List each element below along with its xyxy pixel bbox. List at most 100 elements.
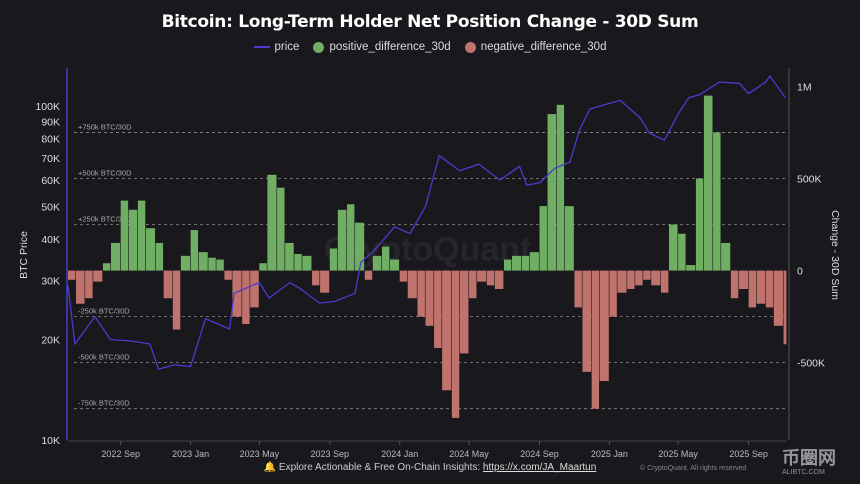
positive-bar — [190, 230, 199, 271]
circle-swatch-icon — [313, 41, 325, 53]
positive-bar — [547, 114, 557, 271]
negative-bar — [312, 270, 320, 286]
positive-bar — [668, 224, 678, 271]
positive-bar — [145, 228, 156, 271]
negative-bar — [617, 270, 627, 293]
left-tick-label: 10K — [41, 435, 60, 447]
footer-text: Explore Actionable & Free On-Chain Insig… — [278, 462, 481, 473]
positive-bar — [372, 255, 382, 271]
legend-item-positive[interactable]: positive_difference_30d — [313, 41, 451, 53]
left-axis-label: BTC Price — [18, 231, 30, 279]
left-tick-label: 50K — [41, 202, 60, 214]
positive-bar — [381, 246, 390, 271]
negative-bar — [224, 270, 232, 280]
positive-bar — [678, 233, 686, 271]
negative-bar — [417, 270, 425, 317]
left-tick-label: 20K — [41, 334, 60, 346]
positive-bar — [155, 242, 164, 271]
positive-bar — [128, 209, 138, 271]
positive-bar — [294, 254, 302, 271]
negative-bar — [660, 270, 669, 293]
negative-bar — [242, 270, 250, 324]
negative-bar — [451, 270, 460, 418]
chart-title: Bitcoin: Long-Term Holder Net Position C… — [161, 12, 699, 32]
positive-bar — [120, 200, 129, 271]
positive-bar — [564, 206, 574, 271]
negative-bar — [442, 270, 452, 391]
positive-bar — [302, 255, 312, 271]
negative-bar — [364, 270, 373, 280]
positive-bar — [556, 104, 565, 271]
bell-icon: 🔔 — [263, 462, 277, 473]
negative-bar — [93, 270, 103, 282]
negative-bar — [85, 270, 93, 299]
reference-line-label: +250k BTC/30D — [78, 215, 132, 224]
legend-label: negative_difference_30d — [480, 41, 607, 53]
copyright: © CryptoQuant. All rights reserved — [640, 465, 747, 472]
reference-line-label: +750k BTC/30D — [78, 122, 132, 131]
negative-bar — [494, 270, 504, 289]
negative-bar — [399, 270, 408, 282]
left-tick-label: 60K — [41, 175, 60, 187]
footer-link[interactable]: https://x.com/JA_Maartun — [482, 462, 597, 473]
positive-bar — [539, 206, 547, 271]
positive-bar — [137, 200, 146, 271]
legend-item-negative[interactable]: negative_difference_30d — [464, 41, 607, 53]
positive-bar — [198, 252, 208, 271]
positive-bar — [389, 259, 400, 271]
positive-bar — [259, 263, 267, 271]
positive-bar — [337, 209, 347, 271]
negative-bar — [425, 270, 434, 326]
negative-bar — [738, 270, 749, 289]
line-swatch-icon — [253, 46, 270, 48]
x-tick-label: 2023 May — [240, 449, 280, 459]
negative-bar — [250, 270, 259, 308]
negative-bar — [232, 270, 242, 317]
right-tick-label: 0 — [797, 266, 803, 278]
site-logo: 币圈网 ALIBTC.COM — [782, 448, 836, 477]
left-tick-label: 40K — [41, 234, 60, 246]
negative-bar — [643, 270, 651, 280]
legend-label: positive_difference_30d — [329, 41, 451, 53]
reference-line-label: +500k BTC/30D — [78, 168, 132, 177]
positive-bar — [529, 252, 539, 271]
positive-bar — [686, 265, 696, 271]
negative-bar — [730, 270, 739, 299]
negative-bar — [765, 270, 774, 308]
negative-bar — [748, 270, 757, 308]
negative-bar — [172, 270, 181, 330]
reference-line-label: -750k BTC/30D — [78, 399, 130, 408]
positive-bar — [355, 222, 365, 271]
positive-bar — [216, 259, 224, 271]
left-tick-label: 80K — [41, 133, 60, 145]
positive-bar — [721, 242, 731, 271]
x-tick-label: 2025 Sep — [729, 449, 768, 459]
logo-name: 币圈网 — [782, 448, 836, 468]
negative-bar — [434, 270, 442, 348]
legend-label: price — [274, 41, 300, 53]
negative-bar — [635, 270, 643, 286]
positive-bar — [713, 132, 721, 271]
negative-bar — [651, 270, 661, 286]
negative-bar — [599, 270, 609, 382]
positive-bar — [267, 174, 277, 271]
positive-bar — [102, 263, 111, 271]
negative-bar — [459, 270, 469, 354]
reference-line-label: -250k BTC/30D — [78, 307, 130, 316]
circle-swatch-icon — [464, 41, 476, 53]
negative-bar — [486, 270, 495, 286]
right-tick-label: 500K — [797, 173, 822, 185]
legend: price positive_difference_30d negative_d… — [0, 41, 860, 53]
negative-bar — [773, 270, 783, 326]
legend-item-price[interactable]: price — [253, 41, 300, 53]
negative-bar — [609, 270, 617, 317]
positive-bar — [110, 242, 121, 271]
positive-bar — [521, 255, 530, 271]
x-tick-label: 2024 Sep — [520, 449, 559, 459]
positive-bar — [347, 204, 355, 271]
left-tick-label: 100K — [35, 101, 60, 113]
negative-bar — [469, 270, 477, 299]
negative-bar — [582, 270, 592, 372]
positive-bar — [180, 255, 191, 271]
